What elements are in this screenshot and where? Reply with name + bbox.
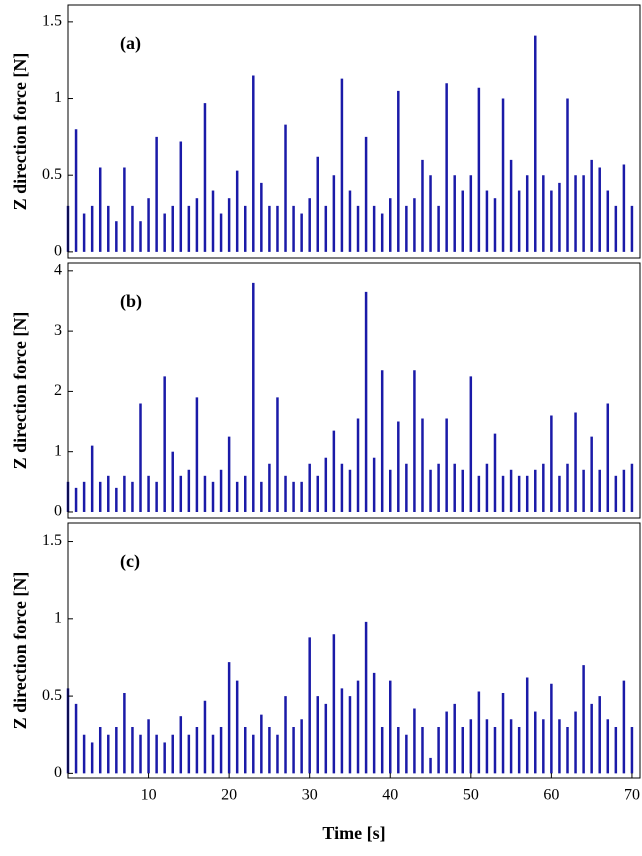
x-tick-label: 60	[543, 787, 559, 804]
x-tick-label: 70	[624, 787, 640, 804]
y-tick-label: 1	[54, 442, 62, 459]
panel-frame	[67, 262, 641, 519]
y-tick-label: 1	[54, 89, 62, 106]
x-tick-label: 50	[463, 787, 479, 804]
x-tick-label: 10	[141, 787, 157, 804]
x-axis-label: Time [s]	[322, 823, 385, 843]
y-tick-label: 1	[54, 609, 62, 626]
panel-label: (c)	[120, 551, 140, 572]
y-tick-label: 1.5	[42, 532, 62, 549]
x-tick-label: 40	[382, 787, 398, 804]
y-tick-label: 3	[54, 322, 62, 339]
y-axis-label: Z direction force [N]	[10, 53, 30, 211]
panel-frame	[67, 522, 641, 779]
y-tick-label: 0.5	[42, 687, 62, 704]
y-tick-label: 1.5	[42, 13, 62, 30]
panel-label: (a)	[120, 33, 141, 54]
x-tick-label: 20	[221, 787, 237, 804]
y-tick-label: 4	[54, 262, 62, 279]
panel-label: (b)	[120, 291, 142, 312]
y-tick-label: 0.5	[42, 166, 62, 183]
y-tick-label: 0	[54, 503, 62, 520]
y-axis-label: Z direction force [N]	[10, 312, 30, 470]
x-tick-label: 30	[302, 787, 318, 804]
panel-frame	[67, 4, 641, 259]
y-axis-label: Z direction force [N]	[10, 572, 30, 730]
y-tick-label: 2	[54, 382, 62, 399]
y-tick-label: 0	[54, 243, 62, 260]
y-tick-label: 0	[54, 764, 62, 781]
